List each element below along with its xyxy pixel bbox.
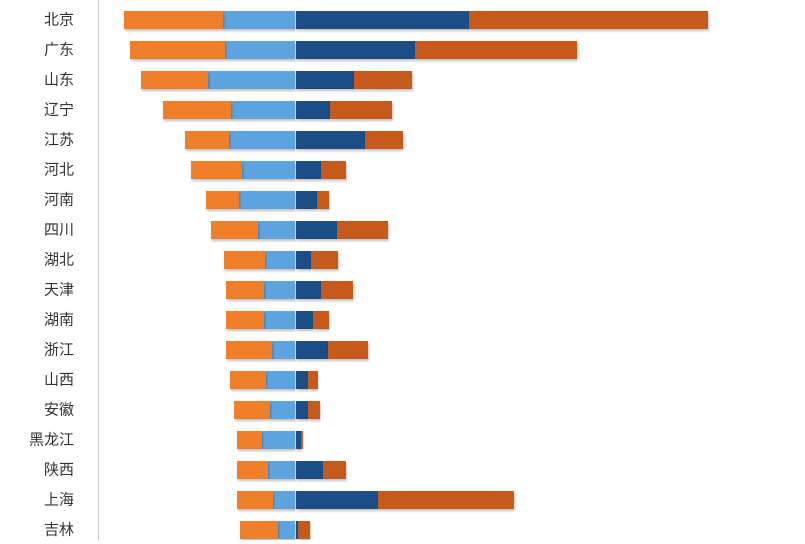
- bar-segment: [317, 191, 329, 209]
- bar-segment: [272, 341, 295, 359]
- bar-segment: [258, 221, 295, 239]
- y-tick-label: 湖南: [44, 311, 74, 329]
- bar-segment: [469, 11, 708, 29]
- bar-segment: [296, 251, 311, 269]
- y-tick-label: 山东: [44, 71, 74, 89]
- bar-segment: [365, 131, 403, 149]
- bar-segment: [296, 41, 415, 59]
- bar-segment: [330, 101, 392, 119]
- bar-segment: [415, 41, 577, 59]
- bar-segment: [323, 461, 346, 479]
- y-tick-label: 黑龙江: [29, 431, 74, 449]
- bar-segment: [240, 521, 278, 539]
- bar-segment: [278, 521, 295, 539]
- y-tick-label: 河南: [44, 191, 74, 209]
- bar-segment: [328, 341, 368, 359]
- bar-segment: [206, 191, 239, 209]
- bar-segment: [237, 431, 262, 449]
- bar-segment: [296, 461, 323, 479]
- bar-segment: [321, 161, 346, 179]
- bar-segment: [124, 11, 223, 29]
- y-tick-label: 吉林: [44, 521, 74, 539]
- bar-segment: [224, 251, 265, 269]
- bar-segment: [226, 281, 264, 299]
- bar-segment: [226, 341, 272, 359]
- bar-segment: [378, 491, 514, 509]
- bar-segment: [296, 191, 317, 209]
- bar-segment: [208, 71, 295, 89]
- bar-segment: [239, 191, 295, 209]
- bar-segment: [313, 311, 329, 329]
- y-tick-label: 河北: [44, 161, 74, 179]
- y-tick-label: 四川: [44, 221, 74, 239]
- bar-segment: [230, 371, 266, 389]
- bar-segment: [296, 491, 378, 509]
- bar-segment: [191, 161, 242, 179]
- y-tick-label: 广东: [44, 41, 74, 59]
- bar-segment: [296, 431, 301, 449]
- bar-segment: [266, 371, 295, 389]
- y-tick-label: 北京: [44, 11, 74, 29]
- bar-segment: [225, 41, 295, 59]
- bar-segment: [301, 431, 303, 449]
- bar-segment: [226, 311, 264, 329]
- bar-segment: [270, 401, 295, 419]
- bar-segment: [296, 311, 313, 329]
- bar-segment: [308, 401, 320, 419]
- bar-segment: [211, 221, 258, 239]
- y-tick-label: 山西: [44, 371, 74, 389]
- bar-segment: [185, 131, 229, 149]
- y-tick-label: 陕西: [44, 461, 74, 479]
- y-tick-label: 安徽: [44, 401, 74, 419]
- bar-segment: [354, 71, 412, 89]
- bar-segment: [231, 101, 295, 119]
- bar-segment: [296, 341, 328, 359]
- y-tick-label: 江苏: [44, 131, 74, 149]
- bar-segment: [237, 461, 268, 479]
- y-tick-label: 湖北: [44, 251, 74, 269]
- y-tick-label: 上海: [44, 491, 74, 509]
- bar-segment: [130, 41, 225, 59]
- bar-segment: [141, 71, 208, 89]
- bar-segment: [296, 371, 308, 389]
- bar-segment: [223, 11, 295, 29]
- bar-segment: [296, 71, 354, 89]
- bar-segment: [268, 461, 295, 479]
- bar-segment: [242, 161, 295, 179]
- bar-segment: [296, 281, 321, 299]
- bar-segment: [296, 521, 298, 539]
- bar-segment: [298, 521, 310, 539]
- bar-segment: [163, 101, 231, 119]
- bar-segment: [296, 101, 330, 119]
- bar-segment: [234, 401, 270, 419]
- bar-segment: [237, 491, 273, 509]
- bar-segment: [296, 161, 321, 179]
- bar-segment: [265, 251, 295, 269]
- bar-segment: [296, 131, 365, 149]
- bar-segment: [296, 401, 308, 419]
- y-tick-label: 天津: [44, 281, 74, 299]
- y-tick-label: 辽宁: [44, 101, 74, 119]
- bar-segment: [273, 491, 295, 509]
- bar-segment: [296, 221, 337, 239]
- bar-segment: [321, 281, 353, 299]
- bar-segment: [262, 431, 295, 449]
- bar-segment: [229, 131, 295, 149]
- bar-segment: [311, 251, 338, 269]
- bar-segment: [296, 11, 469, 29]
- y-tick-label: 浙江: [44, 341, 74, 359]
- bar-segment: [337, 221, 388, 239]
- bar-segment: [264, 281, 295, 299]
- bar-segment: [308, 371, 318, 389]
- bar-segment: [264, 311, 295, 329]
